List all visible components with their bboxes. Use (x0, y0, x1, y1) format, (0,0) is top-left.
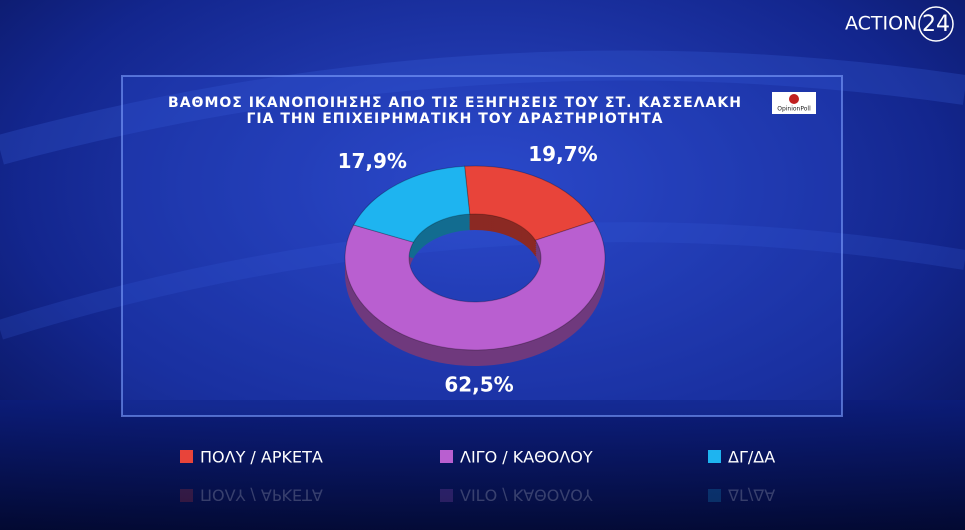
legend-swatch (180, 450, 193, 463)
legend-reflection: ΠΟΛΥ / ΑΡΚΕΤΑ (180, 486, 323, 505)
legend-swatch (440, 450, 453, 463)
swoosh (0, 50, 965, 165)
legend-reflection: ΛΙΓΟ / ΚΑΘΟΛΟΥ (440, 486, 593, 505)
chart-title: ΓΙΑ ΤΗΝ ΕΠΙΧΕΙΡΗΜΑΤΙΚΗ ΤΟΥ ΔΡΑΣΤΗΡΙΟΤΗΤΑ (247, 111, 664, 127)
legend-swatch-reflection (180, 489, 193, 502)
value-label: 62,5% (444, 373, 513, 397)
slice (464, 165, 595, 241)
channel-name: ACTION (845, 13, 917, 35)
value-label: 17,9% (338, 149, 407, 173)
legend-label: ΛΙΓΟ / ΚΑΘΟΛΟΥ (460, 448, 593, 467)
source-name: OpinionPoll (777, 106, 811, 113)
swoosh (0, 222, 965, 340)
legend-label: ΔΓ/ΔΑ (728, 448, 775, 467)
chart-title: ΒΑΘΜΟΣ ΙΚΑΝΟΠΟΙΗΣΗΣ ΑΠΟ ΤΙΣ ΕΞΗΓΗΣΕΙΣ ΤΟ… (168, 95, 742, 111)
value-label: 19,7% (528, 142, 597, 166)
source-logo-dot (789, 94, 799, 104)
channel-ring (918, 6, 954, 42)
legend-swatch-reflection (440, 489, 453, 502)
legend-swatch-reflection (708, 489, 721, 502)
legend-label-reflection: ΛΙΓΟ / ΚΑΘΟΛΟΥ (460, 486, 593, 505)
slice (344, 220, 606, 351)
legend-swatch (708, 450, 721, 463)
legend-label-reflection: ΔΓ/ΔΑ (728, 486, 775, 505)
legend-label: ΠΟΛΥ / ΑΡΚΕΤΑ (200, 448, 323, 467)
legend-reflection: ΔΓ/ΔΑ (708, 486, 775, 505)
channel-number: 24 (922, 12, 950, 37)
slice (352, 165, 471, 243)
legend-label-reflection: ΠΟΛΥ / ΑΡΚΕΤΑ (200, 486, 323, 505)
floor (0, 400, 965, 530)
